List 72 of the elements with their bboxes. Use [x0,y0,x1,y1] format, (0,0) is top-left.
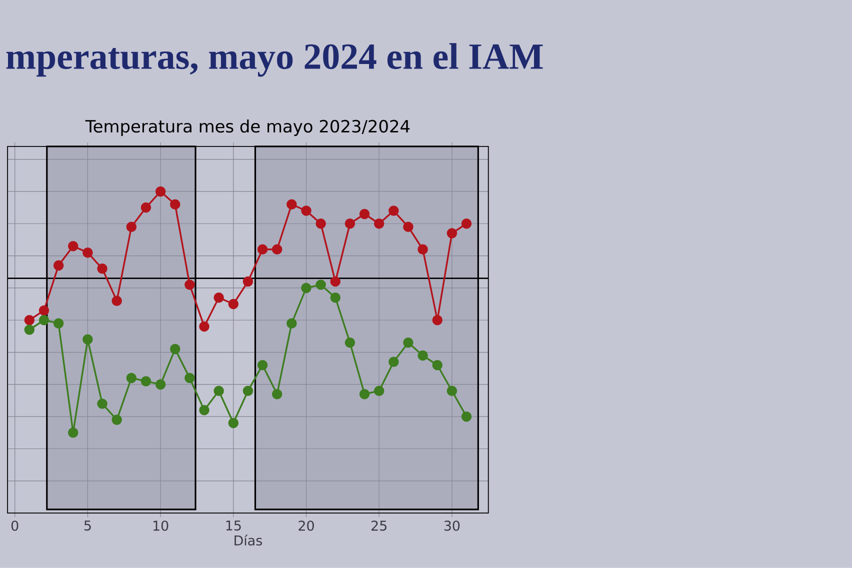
point [374,386,384,396]
point [184,280,195,290]
point [97,398,108,409]
point [257,244,268,255]
x-tick-label: 10 [153,520,168,531]
point [140,202,152,213]
point [316,280,326,290]
point [388,206,399,216]
point [97,264,108,274]
point [242,276,254,287]
point [257,360,268,370]
point [403,338,414,348]
point [82,248,93,258]
point [403,222,414,232]
point [24,324,35,335]
point [126,372,137,384]
point [82,334,93,345]
point [418,350,428,361]
point [359,389,370,400]
point [418,244,428,255]
point [316,218,326,229]
point [344,338,356,348]
point [53,318,64,329]
chart-title: mperaturas, mayo 2024 en el IAM [6,43,543,77]
x-tick-label: 0 [11,520,18,531]
point [38,305,50,316]
point [374,218,384,229]
point [112,414,122,426]
point [330,276,341,287]
point [170,199,180,210]
point [53,260,64,271]
point [228,298,239,310]
point [388,356,399,368]
point [199,405,210,416]
point [155,186,166,197]
x-tick-label: 20 [298,520,314,531]
point [272,389,282,400]
chart-subtitle: Temperatura mes de mayo 2023/2024 [85,120,410,136]
point [68,241,78,252]
x-tick-label: 25 [372,520,386,531]
point [242,386,254,396]
point [286,199,297,210]
point [461,412,472,422]
point [170,344,180,354]
point [68,428,78,438]
point [228,418,239,428]
point [272,244,282,255]
point [24,315,35,326]
point [446,386,458,396]
x-axis-title: Días [234,534,262,546]
point [330,292,341,303]
point [112,296,122,306]
point [214,386,224,396]
point [214,292,224,303]
point [199,321,210,332]
point [461,218,472,229]
point [301,282,312,294]
x-tick-label: 5 [84,520,91,531]
point [184,372,195,384]
point [432,315,442,326]
point [344,218,356,229]
point [126,222,137,232]
point [286,318,297,329]
point [359,208,370,220]
point [38,315,50,326]
point [446,228,458,238]
point [140,376,152,386]
point [155,379,166,390]
point [432,360,442,370]
x-tick-label: 15 [226,520,241,531]
point [301,206,312,216]
x-tick-label: 30 [444,520,460,531]
